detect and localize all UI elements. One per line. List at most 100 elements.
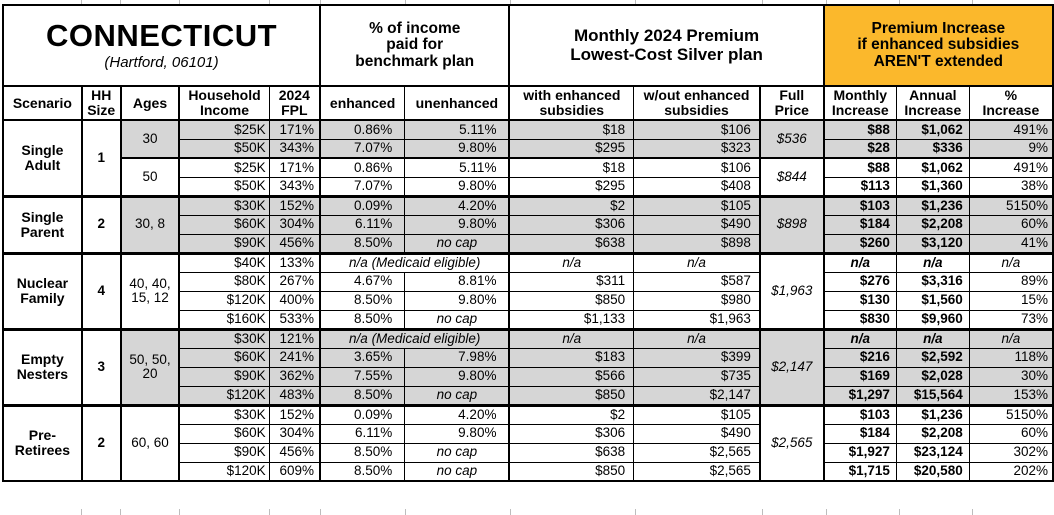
wout-subsidies-cell: $490 [633,423,761,444]
gridline-stub [120,0,121,4]
unenhanced-cell: no cap [404,309,510,331]
col-header-income: Household Income [178,85,270,121]
income-cell: $60K [178,423,270,444]
income-cell: $30K [178,404,270,425]
enhanced-cell: 8.50% [318,461,406,482]
annual-increase-cell: $3,316 [895,271,970,292]
data-row: $90K 362% 7.55% 9.80% $566 $735 $169 $2,028 30% [3,366,1054,387]
hh-size-cell: 1 [80,119,122,198]
col-header-scenario: Scenario [2,85,83,121]
unenhanced-cell: 9.80% [404,138,510,159]
unenhanced-cell: 4.20% [404,404,510,425]
data-row: Empty Nesters 3 50, 50, 20 $30K 121% n/a (Med… [2,328,1054,407]
pct-increase-cell: 5150% [968,404,1054,425]
wout-subsidies-cell: $399 [633,347,761,368]
with-subsidies-cell: $638 [508,233,635,255]
data-row: Single Parent 2 30, 8 $30K 152% 0.09% 4.20% $2 $… [2,195,1054,255]
monthly-increase-cell: $276 [822,271,897,292]
fpl-cell: 133% [268,252,321,273]
fpl-cell: 456% [268,442,321,463]
pct-increase-cell: 5150% [968,195,1054,216]
column-header-row: Scenario HH Size Ages Household Income 2… [2,85,1054,121]
hh-size-cell: 2 [80,195,122,255]
fpl-cell: 483% [268,385,321,407]
gridline-stub [81,0,82,4]
data-row: $120K 609% 8.50% no cap $850 $2,565 $1,715 $20,… [3,461,1054,482]
monthly-increase-cell: $184 [822,214,897,235]
gridline-stub [762,509,763,515]
monthly-increase-cell: $184 [822,423,897,444]
gridline-stub [405,509,406,515]
gridline-stub [320,0,321,4]
col-header-pct-increase: % Increase [968,85,1054,121]
unenhanced-cell: no cap [404,442,510,463]
gridline-stub [81,509,82,515]
income-cell: $30K [178,195,270,216]
enhanced-cell: 7.07% [318,138,406,159]
fpl-cell: 152% [268,195,321,216]
enhanced-cell: 8.50% [318,385,406,407]
pct-increase-cell: 89% [968,271,1054,292]
col-header-full-price: Full Price [758,85,825,121]
fpl-cell: 171% [268,157,321,178]
annual-increase-cell: $1,062 [895,157,970,178]
gridline-stub [405,0,406,4]
annual-increase-cell: $1,236 [895,195,970,216]
pct-increase-cell: 41% [968,233,1054,255]
ages-cell: 60, 60 [119,404,180,482]
pct-increase-cell: 30% [968,366,1054,387]
wout-subsidies-cell: $587 [633,271,761,292]
unenhanced-cell: 9.80% [404,290,510,311]
monthly-increase-cell: $130 [822,290,897,311]
annual-increase-cell: $2,592 [895,347,970,368]
income-cell: $60K [178,214,270,235]
data-row: $120K 483% 8.50% no cap $850 $2,147 $1,297 $15,… [3,385,1054,407]
with-subsidies-cell: $1,133 [508,309,635,331]
pct-increase-cell: 118% [968,347,1054,368]
gridline-stub [826,0,827,4]
unenhanced-cell: 9.80% [404,214,510,235]
with-subsidies-cell: $183 [508,347,635,368]
fpl-cell: 533% [268,309,321,331]
with-subsidies-cell: $18 [508,119,635,140]
fpl-cell: 362% [268,366,321,387]
annual-increase-cell: $23,124 [895,442,970,463]
fpl-cell: 400% [268,290,321,311]
income-cell: $120K [178,461,270,482]
income-cell: $50K [178,138,270,159]
ages-cell: 30 [119,119,180,159]
full-price-cell: $536 [758,119,825,159]
annual-increase-cell: $1,560 [895,290,970,311]
pct-increase-cell: 60% [968,214,1054,235]
annual-increase-cell: $1,062 [895,119,970,140]
monthly-increase-cell: $169 [822,366,897,387]
gridline-stub [826,509,827,515]
enhanced-cell: 0.86% [318,119,406,140]
data-row: $50K 343% 7.07% 9.80% $295 $408 $113 $1,360 38% [3,176,1054,198]
unenhanced-cell: no cap [404,461,510,482]
with-subsidies-cell: $638 [508,442,635,463]
enhanced-cell: 7.55% [318,366,406,387]
monthly-increase-cell: $28 [822,138,897,159]
income-cell: $120K [178,290,270,311]
with-subsidies-cell: n/a [508,252,635,273]
monthly-increase-cell: n/a [822,328,897,349]
title-row: CONNECTICUT (Hartford, 06101) % of incom… [2,4,1054,87]
gridline-stub [972,509,973,515]
with-subsidies-cell: $850 [508,290,635,311]
gridline-stub [510,509,511,515]
gridline-stub [972,0,973,4]
fpl-cell: 171% [268,119,321,140]
data-row: $90K 456% 8.50% no cap $638 $2,565 $1,927 $23,1… [3,442,1054,463]
wout-subsidies-cell: $105 [633,404,761,425]
fpl-cell: 121% [268,328,321,349]
pct-increase-cell: 302% [968,442,1054,463]
fpl-cell: 152% [268,404,321,425]
enhanced-cell: 0.09% [318,404,406,425]
unenhanced-cell: no cap [404,385,510,407]
monthly-increase-cell: $830 [822,309,897,331]
pct-increase-cell: 153% [968,385,1054,407]
monthly-increase-cell: $88 [822,157,897,178]
benchmark-group-header: % of income paid for benchmark plan [318,4,510,87]
monthly-increase-cell: n/a [822,252,897,273]
